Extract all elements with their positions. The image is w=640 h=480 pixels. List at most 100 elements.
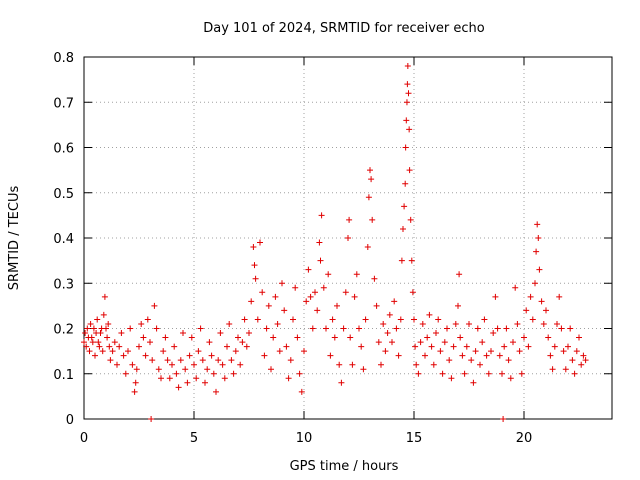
data-point [82,330,89,337]
data-point [257,239,263,246]
y-tick-label: 0.8 [53,51,74,66]
data-point [153,325,160,332]
data-point [565,343,571,350]
data-point [248,298,255,305]
data-point [403,117,410,124]
data-point [173,370,180,377]
data-point [384,330,391,337]
y-tick-label: 0.3 [53,277,74,292]
data-point [433,330,439,337]
data-point [488,348,494,355]
data-point [360,366,367,373]
data-point [206,339,213,346]
data-point [450,343,457,350]
data-point [395,352,402,359]
data-point [235,334,241,341]
data-point [202,379,208,386]
data-point [578,361,585,368]
y-tick-label: 0 [66,413,74,428]
data-point [533,248,540,255]
data-point [529,316,536,323]
data-point [305,266,312,273]
data-point [456,271,463,278]
data-point [336,361,343,368]
data-point [452,320,459,327]
data-point [368,176,375,183]
data-point [239,339,246,346]
y-axis-label: SRMTID / TECUs [7,186,22,291]
data-point [576,334,582,341]
data-point [400,225,406,232]
data-point [213,388,219,395]
data-point [405,90,412,97]
data-point [444,325,450,332]
data-point [369,216,376,223]
data-point [389,339,395,346]
data-point [331,334,338,341]
data-point [188,334,195,341]
data-point [510,339,516,346]
data-point [569,357,576,364]
data-point [149,357,156,364]
data-point [441,339,448,346]
data-point [132,379,139,386]
data-point [412,343,419,350]
data-point [186,352,193,359]
data-point [166,375,173,382]
data-point [320,284,327,291]
data-point [547,352,554,359]
y-tick-label: 0.7 [53,96,74,111]
data-point [285,375,292,382]
data-point [534,221,541,228]
data-point [83,343,90,350]
data-point [99,348,106,355]
data-point [362,316,369,323]
data-point [367,167,373,174]
data-point [118,330,125,337]
data-point [101,293,108,300]
data-point [371,275,378,282]
data-point [232,348,239,355]
data-point [265,302,272,309]
grid-layer [84,57,612,419]
data-point [426,311,433,318]
plot-frame [83,56,613,420]
data-point [127,325,134,332]
data-point [364,244,371,251]
data-point [122,370,129,377]
data-point [204,366,211,373]
data-point [485,370,492,377]
data-point [505,357,512,364]
data-point [455,302,461,309]
data-point [250,244,257,251]
data-point [129,361,136,368]
data-point [365,194,372,201]
data-point [309,325,316,332]
data-point [567,325,574,332]
data-point [92,352,98,359]
data-point [151,302,158,309]
data-point [228,357,235,364]
data-point [571,370,578,377]
data-point [378,361,384,368]
data-point [468,357,475,364]
data-point [208,352,215,359]
data-point [479,339,486,346]
data-point [428,343,435,350]
data-point [270,334,277,341]
data-point [142,352,149,359]
data-point [409,289,416,296]
data-point [147,339,153,346]
data-point [345,235,351,241]
data-point [404,63,411,70]
data-point [401,203,408,210]
data-point [554,320,560,327]
data-point [246,330,252,337]
data-point [292,284,299,291]
data-point [279,280,285,287]
data-point [155,366,162,373]
data-point [496,352,503,359]
data-point [103,325,109,332]
data-point [545,334,552,341]
data-point [422,352,428,359]
